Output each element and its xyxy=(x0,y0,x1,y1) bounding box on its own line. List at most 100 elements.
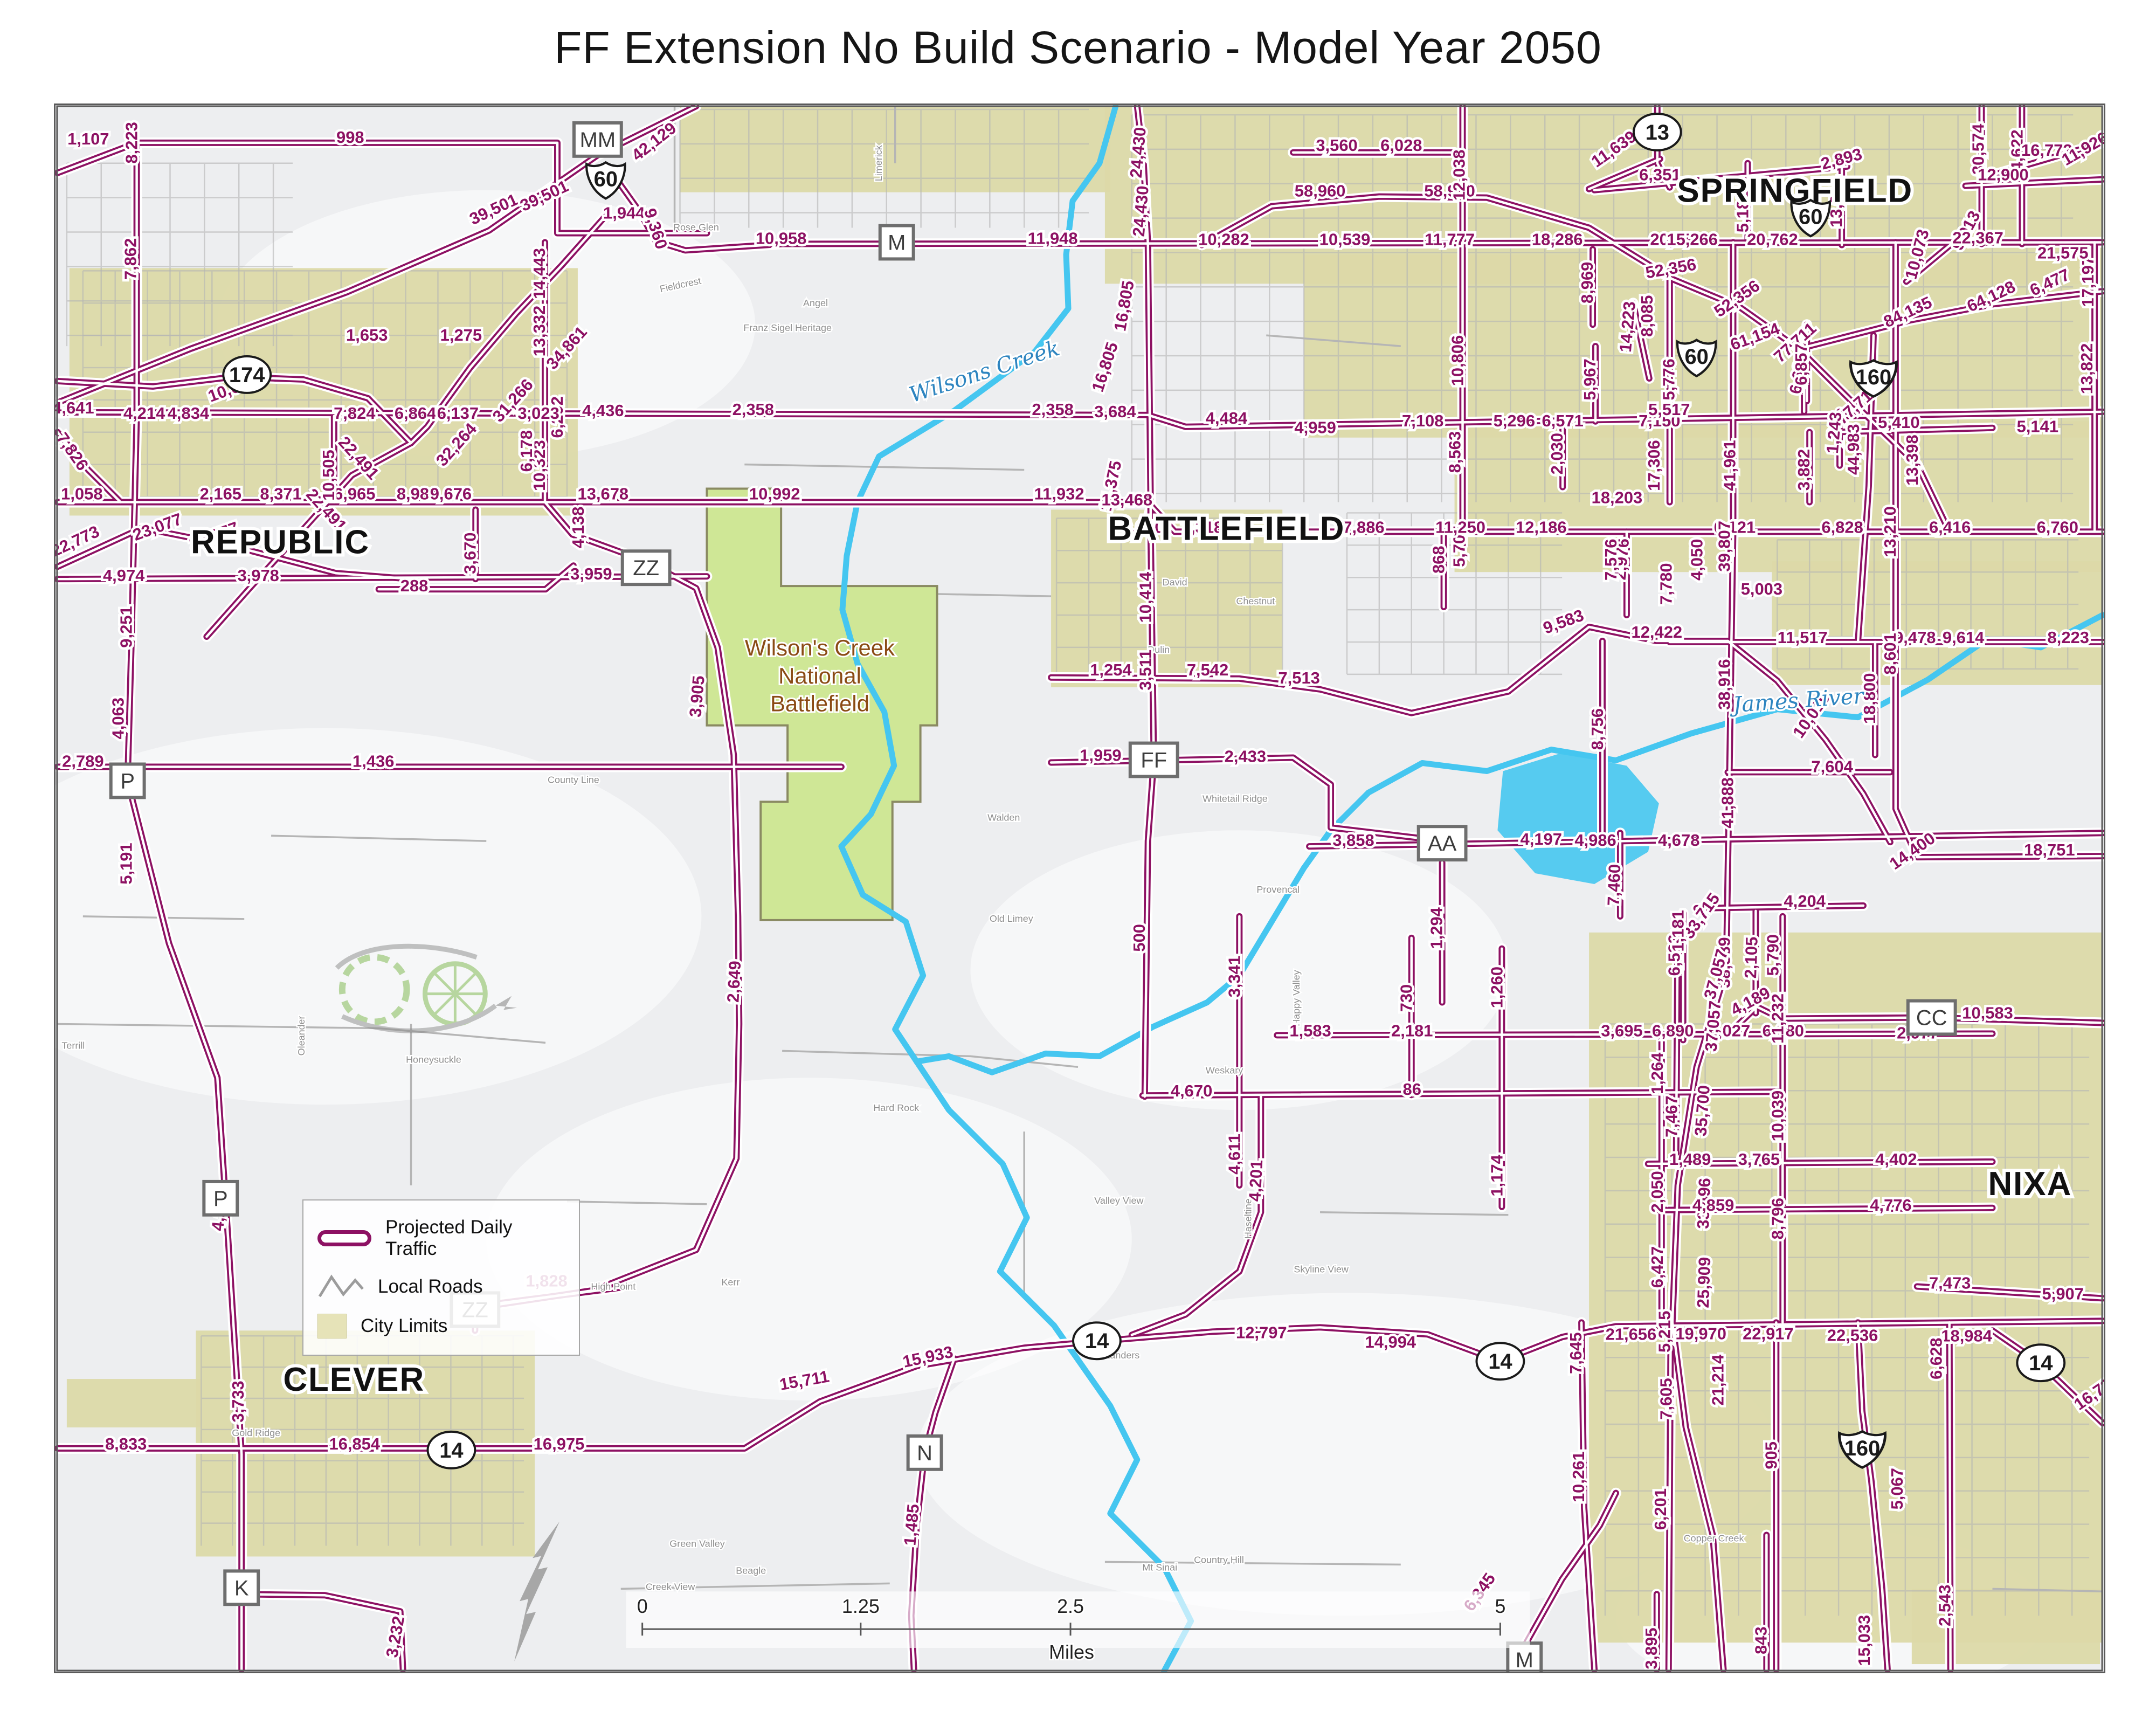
city-name-label: REPUBLIC xyxy=(191,523,370,561)
traffic-count-label: 1,243 xyxy=(1823,411,1846,454)
local-road xyxy=(1104,1561,1401,1566)
route-box-mm xyxy=(572,121,623,158)
road-projected-traffic xyxy=(1146,410,2104,429)
traffic-count-label: 4,204 xyxy=(1784,892,1826,910)
road-projected-traffic xyxy=(1049,756,1445,843)
route-box-m xyxy=(878,224,915,261)
traffic-count-label: 868 xyxy=(1429,546,1448,574)
traffic-count-label: 3,560 xyxy=(1316,136,1357,155)
traffic-count-label: 11,250 xyxy=(1435,518,1485,536)
scale-tick-label: 2.5 xyxy=(1057,1595,1084,1617)
traffic-count-label: 5,967 xyxy=(1580,358,1599,400)
traffic-count-label: 16,975 xyxy=(534,1434,585,1453)
city-limits-area xyxy=(69,268,578,516)
traffic-count-label: 18,286 xyxy=(1532,230,1583,249)
traffic-count-label: 1,583 xyxy=(1289,1021,1331,1040)
traffic-count-label: 1,254 xyxy=(1090,660,1132,679)
traffic-count-label: 1,264 xyxy=(1648,1052,1667,1094)
traffic-count-label: 19,970 xyxy=(1675,1324,1726,1343)
traffic-count-label: 8,223 xyxy=(2048,628,2089,647)
route-box-aa xyxy=(1416,825,1468,862)
traffic-count-label: 1,944 xyxy=(603,204,645,223)
legend: Projected Daily Traffic Local Roads City… xyxy=(302,1199,580,1356)
traffic-count-label: 3,695 xyxy=(1601,1021,1642,1040)
traffic-count-label: 6,201 xyxy=(1651,1488,1670,1530)
traffic-count-label: 6,178 xyxy=(517,430,536,472)
traffic-count-label: 1,058 xyxy=(61,484,102,503)
projected-traffic-roads xyxy=(56,105,2104,1671)
traffic-count-label: 7,318 xyxy=(1181,518,1223,536)
traffic-count-label: 5,141 xyxy=(2017,417,2058,436)
traffic-count-label: 16,772 xyxy=(2021,141,2072,160)
traffic-count-label: 8,563 xyxy=(1446,431,1464,473)
traffic-count-label: 4,670 xyxy=(1171,1081,1212,1100)
traffic-count-label: 8,969 xyxy=(1578,262,1597,303)
road-projected-traffic xyxy=(1587,157,1662,190)
street-name-label: Beagle xyxy=(736,1565,766,1576)
shield-number-label: 60 xyxy=(594,168,618,191)
street-name-label: Kerr xyxy=(721,1276,740,1287)
traffic-count-label: 58,960 xyxy=(1424,182,1475,201)
road-projected-traffic xyxy=(1130,1094,1262,1336)
scale-tick-label: 5 xyxy=(1495,1595,1505,1617)
traffic-count-label: 3,959 xyxy=(570,564,612,583)
traffic-count-label: 4,201 xyxy=(1245,1160,1266,1202)
route-box-label: N xyxy=(917,1441,932,1465)
city-name-label: CLEVER xyxy=(283,1361,425,1398)
street-name-label: Creek View xyxy=(646,1581,696,1592)
traffic-count-label: 2,358 xyxy=(1032,400,1073,419)
local-road xyxy=(566,1200,707,1205)
road-projected-traffic xyxy=(1515,1492,1618,1663)
traffic-count-label: 13,332 xyxy=(530,306,549,357)
road-projected-traffic xyxy=(56,431,122,503)
route-box-label: FF xyxy=(1141,748,1167,772)
traffic-count-label: 22,536 xyxy=(1827,1326,1878,1344)
route-box-p xyxy=(109,762,146,799)
map-canvas: Limerick Rose Glen Fieldcrest Franz Sigel H… xyxy=(54,104,2105,1673)
road-projected-traffic xyxy=(1200,195,1951,533)
traffic-count-label: 5,776 xyxy=(1660,358,1678,400)
traffic-count-label: 2,050 xyxy=(1648,1171,1667,1212)
local-road xyxy=(1320,1211,1509,1216)
traffic-count-label: 4,611 xyxy=(1225,1134,1243,1175)
traffic-count-label: 6,864 xyxy=(395,404,437,423)
traffic-count-label: 7,824 xyxy=(334,404,376,423)
traffic-count-label: 5,003 xyxy=(1741,579,1782,598)
traffic-count-label: 8,223 xyxy=(122,122,141,163)
state-route-shield-14 xyxy=(426,1430,476,1469)
legend-item-projected-traffic: Projected Daily Traffic xyxy=(317,1217,565,1260)
traffic-count-label: 6,351 xyxy=(1639,165,1681,184)
traffic-count-label: 1,436 xyxy=(353,751,394,770)
north-arrow-icon xyxy=(514,1521,559,1662)
road-projected-traffic xyxy=(1657,1206,1994,1212)
local-road xyxy=(916,592,1052,597)
traffic-count-label: 9,614 xyxy=(1943,628,1985,647)
river xyxy=(914,1058,1194,1672)
traffic-count-label: 4,974 xyxy=(103,566,145,585)
shield-number-label: 14 xyxy=(2029,1351,2053,1375)
traffic-count-label: 8,833 xyxy=(105,1434,147,1453)
route-box-label: M xyxy=(888,231,906,254)
traffic-count-label: 3,341 xyxy=(1225,956,1243,997)
traffic-count-label: 2,165 xyxy=(200,484,241,503)
street-name-label: Walden xyxy=(987,812,1020,823)
road-projected-traffic xyxy=(1856,1321,1889,1671)
traffic-count-label: 6,857 xyxy=(1792,343,1811,385)
traffic-count-label: 7,108 xyxy=(1402,411,1443,430)
road-projected-traffic xyxy=(1964,178,2104,187)
us-route-shield-60 xyxy=(585,161,626,200)
city-name-label: NIXA xyxy=(1988,1165,2072,1203)
road-projected-traffic xyxy=(1632,301,1651,380)
shield-number-label: 60 xyxy=(1799,205,1822,229)
traffic-count-label: 12,038 xyxy=(1450,149,1469,201)
traffic-count-label: 3,905 xyxy=(686,675,708,718)
traffic-count-label: 18,984 xyxy=(1941,1326,1992,1345)
traffic-count-label: 10,261 xyxy=(1569,1451,1588,1502)
river xyxy=(838,105,1119,1065)
traffic-count-label: 4,197 xyxy=(1521,830,1562,848)
traffic-count-label: 7,542 xyxy=(1187,660,1228,679)
scale-unit-label: Miles xyxy=(1049,1641,1094,1663)
traffic-count-label: 38,916 xyxy=(1715,659,1734,710)
traffic-count-label: 10,039 xyxy=(1768,1091,1787,1142)
